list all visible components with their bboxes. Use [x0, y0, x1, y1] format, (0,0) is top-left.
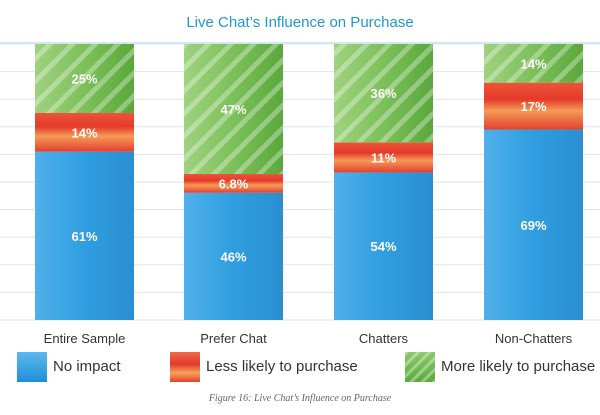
bar-hatch-2 [334, 44, 433, 143]
data-label-no-impact-3: 69% [520, 218, 546, 233]
title-divider [0, 42, 600, 44]
bar-no-impact-1 [184, 192, 283, 320]
category-label-1: Prefer Chat [200, 331, 267, 346]
category-label-3: Non-Chatters [495, 331, 573, 346]
data-label-less-likely-1: 6.8% [219, 176, 249, 191]
legend-label-less-likely: Less likely to purchase [206, 358, 358, 375]
chart-title: Live Chat’s Influence on Purchase [186, 14, 414, 31]
data-label-no-impact-2: 54% [370, 239, 396, 254]
chart-legend: No impact Less likely to purchase More l… [0, 352, 600, 386]
data-label-more-likely-2: 36% [370, 86, 396, 101]
bar-hatch-1 [184, 44, 283, 174]
legend-swatch-less-likely [170, 352, 200, 382]
bar-no-impact-3 [484, 129, 583, 320]
data-label-no-impact-1: 46% [220, 249, 246, 264]
bar-no-impact-0 [35, 151, 134, 320]
data-label-more-likely-1: 47% [220, 102, 246, 117]
data-label-no-impact-0: 61% [71, 229, 97, 244]
bar-less-likely-0 [35, 113, 134, 152]
legend-swatch-more-likely [405, 352, 435, 382]
bar-hatch-0 [35, 44, 134, 113]
category-label-0: Entire Sample [44, 331, 126, 346]
legend-label-more-likely: More likely to purchase [441, 358, 596, 375]
category-label-2: Chatters [359, 331, 409, 346]
bar-less-likely-3 [484, 82, 583, 130]
bar-less-likely-2 [334, 142, 433, 173]
data-label-less-likely-0: 14% [71, 125, 97, 140]
bar-no-impact-2 [334, 172, 433, 320]
figure-caption: Figure 16: Live Chat’s Influence on Purc… [208, 393, 392, 404]
data-label-less-likely-3: 17% [520, 99, 546, 114]
bar-hatch-3 [484, 44, 583, 83]
data-label-more-likely-3: 14% [520, 56, 546, 71]
bar-less-likely-1 [184, 173, 283, 193]
legend-swatch-no-impact [17, 352, 47, 382]
data-label-more-likely-0: 25% [71, 72, 97, 87]
legend-label-no-impact: No impact [53, 358, 121, 375]
data-label-less-likely-2: 11% [371, 150, 397, 165]
